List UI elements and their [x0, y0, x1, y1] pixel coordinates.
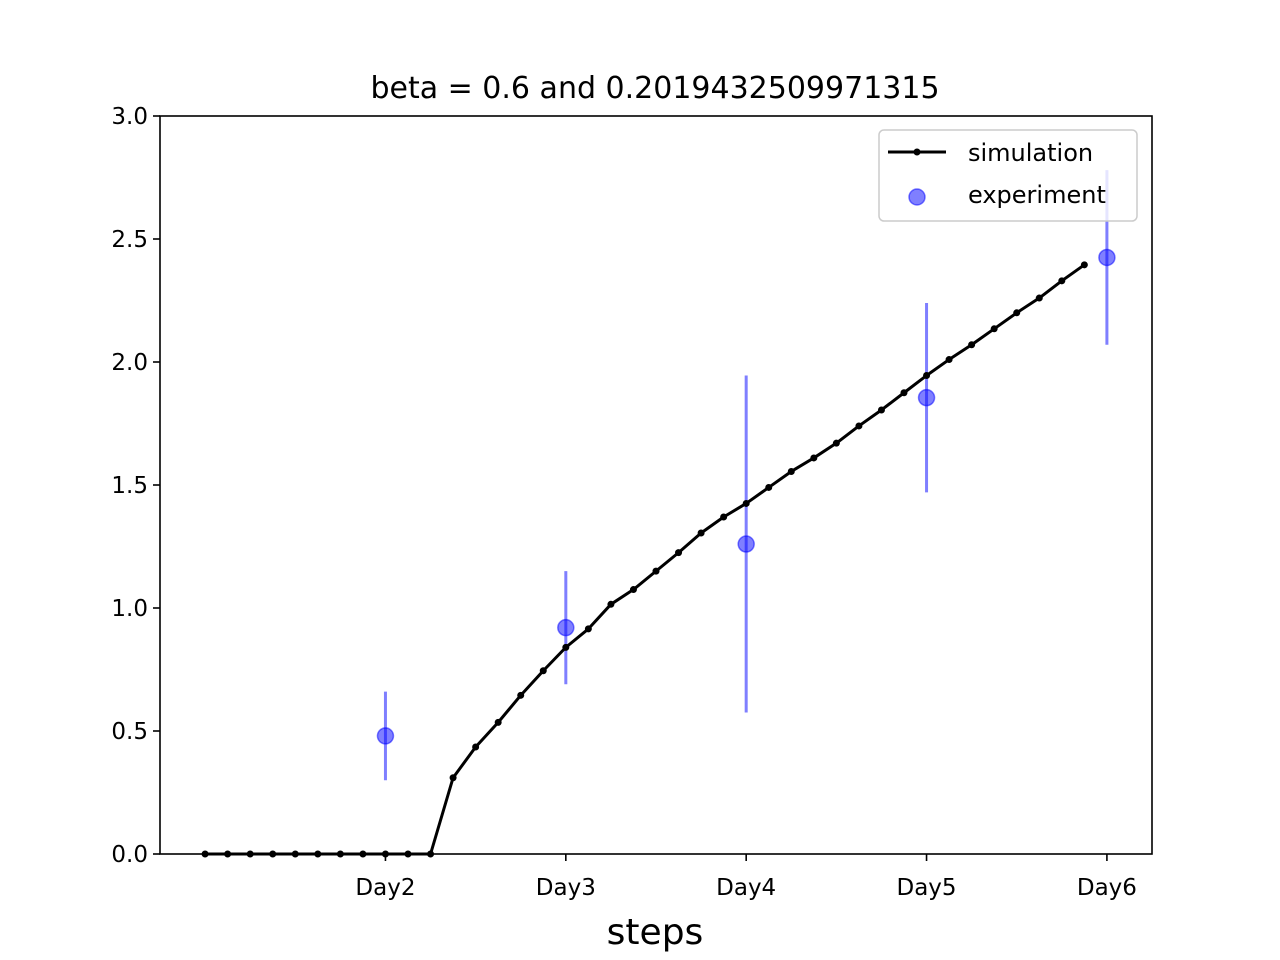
- simulation-point: [945, 356, 953, 364]
- simulation-point: [607, 600, 615, 608]
- x-tick-label: Day6: [1077, 875, 1137, 901]
- simulation-point: [832, 439, 840, 447]
- simulation-point: [449, 774, 457, 782]
- simulation-point: [765, 483, 773, 491]
- x-axis-label: steps: [607, 912, 704, 953]
- experiment-point: [557, 618, 575, 637]
- simulation-point: [742, 499, 750, 507]
- legend-simulation-label: simulation: [968, 139, 1093, 167]
- simulation-point: [584, 625, 592, 633]
- x-tick-label: Day4: [716, 875, 776, 901]
- y-tick-label: 1.0: [111, 596, 148, 622]
- legend-experiment-marker: [908, 188, 926, 206]
- simulation-point: [923, 372, 931, 380]
- y-tick-label: 0.0: [111, 842, 148, 868]
- simulation-point: [494, 718, 502, 726]
- x-axis: Day2 Day3 Day4 Day5 Day6: [355, 854, 1137, 901]
- plot-frame: [159, 115, 1153, 855]
- experiment-point: [917, 388, 936, 407]
- simulation-point: [900, 389, 908, 397]
- simulation-point: [968, 341, 976, 349]
- simulation-point: [990, 325, 998, 333]
- y-tick-label: 3.0: [111, 104, 148, 130]
- y-tick-label: 2.0: [111, 350, 148, 376]
- y-tick-label: 0.5: [111, 719, 148, 745]
- experiment-point: [1098, 248, 1116, 267]
- y-axis: 0.0 0.5 1.0 1.5 2.0 2.5 3.0: [111, 104, 160, 868]
- simulation-point: [652, 567, 660, 575]
- simulation-point: [787, 467, 795, 475]
- x-tick-label: Day2: [355, 875, 415, 901]
- simulation-point: [810, 454, 818, 462]
- simulation-point: [539, 667, 547, 675]
- chart-title: beta = 0.6 and 0.2019432509971315: [370, 71, 939, 106]
- legend: simulation experiment: [878, 129, 1138, 222]
- simulation-point: [1058, 277, 1066, 285]
- experiment-point: [376, 727, 395, 745]
- legend-simulation-marker: [913, 148, 921, 156]
- simulation-point: [1080, 261, 1088, 269]
- simulation-point: [877, 406, 885, 414]
- y-tick-label: 2.5: [111, 227, 148, 253]
- legend-experiment-label: experiment: [968, 181, 1106, 209]
- simulation-point: [697, 529, 705, 537]
- simulation-point: [855, 422, 863, 430]
- experiment-point: [737, 535, 755, 553]
- x-tick-label: Day5: [897, 875, 957, 901]
- y-tick-label: 1.5: [111, 473, 148, 499]
- simulation-point: [1035, 294, 1043, 302]
- simulation-point: [720, 513, 728, 521]
- simulation-point: [629, 586, 637, 594]
- simulation-point: [472, 743, 480, 751]
- simulation-point: [1013, 309, 1021, 317]
- simulation-point: [675, 549, 683, 557]
- simulation-point: [517, 691, 525, 699]
- x-tick-label: Day3: [536, 875, 596, 901]
- simulation-point: [562, 643, 570, 651]
